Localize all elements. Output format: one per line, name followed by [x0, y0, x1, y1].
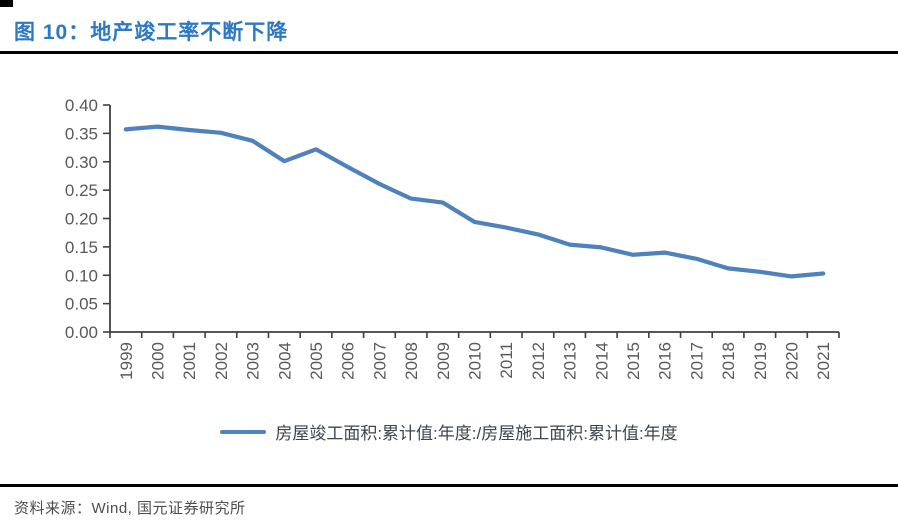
x-tick-label: 1999 [117, 342, 136, 380]
legend-label: 房屋竣工面积:累计值:年度:/房屋施工面积:累计值:年度 [275, 424, 678, 443]
x-tick-label: 2010 [466, 342, 485, 380]
x-tick-label: 2004 [275, 342, 294, 380]
y-tick-label: 0.05 [65, 295, 98, 314]
y-tick-label: 0.30 [65, 153, 98, 172]
x-tick-label: 2006 [339, 342, 358, 380]
x-tick-label: 2019 [751, 342, 770, 380]
x-tick-label: 2003 [244, 342, 263, 380]
x-tick-label: 2000 [149, 342, 168, 380]
x-tick-label: 2002 [212, 342, 231, 380]
y-tick-label: 0.25 [65, 181, 98, 200]
x-tick-label: 2007 [370, 342, 389, 380]
y-tick-label: 0.10 [65, 266, 98, 285]
series-line [123, 124, 826, 279]
x-tick-label: 2005 [307, 342, 326, 380]
x-tick-label: 2015 [624, 342, 643, 380]
legend-line-sample-icon [220, 429, 267, 434]
x-tick-label: 2017 [687, 342, 706, 380]
y-tick-label: 0.20 [65, 210, 98, 229]
y-tick-label: 0.00 [65, 323, 98, 342]
x-tick-label: 2012 [529, 342, 548, 380]
legend: 房屋竣工面积:累计值:年度:/房屋施工面积:累计值:年度 [0, 419, 898, 444]
line-chart-svg: 0.00 0.05 0.10 0.15 0.20 0.25 0.30 0.35 0.40 1999… [65, 96, 840, 380]
y-tick-label: 0.40 [65, 96, 98, 115]
figure-bottom-rule [0, 484, 898, 487]
x-tick-label: 2018 [719, 342, 738, 380]
y-tick-label: 0.15 [65, 238, 98, 257]
x-tick-label: 2008 [402, 342, 421, 380]
data-source-note: 资料来源：Wind, 国元证券研究所 [14, 500, 246, 517]
x-tick-label: 2021 [814, 342, 833, 380]
x-tick-label: 2013 [561, 342, 580, 380]
chart-area: 0.00 0.05 0.10 0.15 0.20 0.25 0.30 0.35 0.40 1999… [0, 60, 898, 420]
x-tick-label: 2016 [656, 342, 675, 380]
figure-title: 图 10：地产竣工率不断下降 [14, 21, 289, 44]
x-tick-label: 2011 [497, 342, 516, 379]
x-tick-label: 2009 [434, 342, 453, 380]
y-tick-label: 0.35 [65, 124, 98, 143]
title-divider-rule [0, 51, 898, 54]
x-tick-label: 2001 [180, 342, 199, 380]
top-border-fragment [0, 0, 13, 7]
x-tick-label: 2020 [782, 342, 801, 380]
x-tick-label: 2014 [592, 342, 611, 380]
